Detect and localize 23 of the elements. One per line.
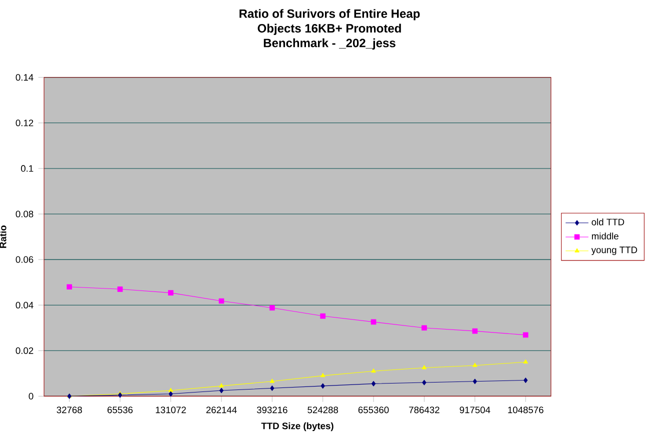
y-tick-label: 0.14 (16, 74, 34, 81)
x-tick-label: 393216 (256, 406, 288, 414)
x-tick-label: 65536 (108, 406, 133, 414)
y-tick-label: 0.06 (16, 256, 34, 263)
legend-label: young TTD (591, 246, 638, 255)
x-tick-label: 131072 (156, 406, 186, 414)
legend-label: middle (592, 232, 618, 240)
x-tick-label: 262144 (206, 406, 237, 414)
y-tick-label: 0.12 (16, 120, 34, 126)
y-tick-label: 0.02 (16, 347, 34, 354)
x-axis-title: TTD Size (bytes) (261, 422, 334, 431)
x-tick-label: 655360 (358, 406, 389, 414)
legend-label: old TTD (592, 218, 624, 226)
y-tick-label: 0.04 (16, 302, 34, 308)
x-tick-label: 32768 (56, 406, 82, 414)
y-tick-label: 0 (28, 392, 34, 400)
x-tick-label: 917504 (460, 406, 490, 414)
x-tick-label: 786432 (409, 406, 440, 414)
chart-title: Ratio of Surivors of Entire Heap Objects 16KB+ Promoted Benchmark - _202_jess (240, 8, 420, 50)
y-tick-label: 0.08 (16, 210, 34, 218)
x-tick-label: 1048576 (508, 406, 544, 414)
x-tick-label: 524288 (308, 406, 338, 414)
y-tick-label: 0.1 (21, 165, 34, 172)
